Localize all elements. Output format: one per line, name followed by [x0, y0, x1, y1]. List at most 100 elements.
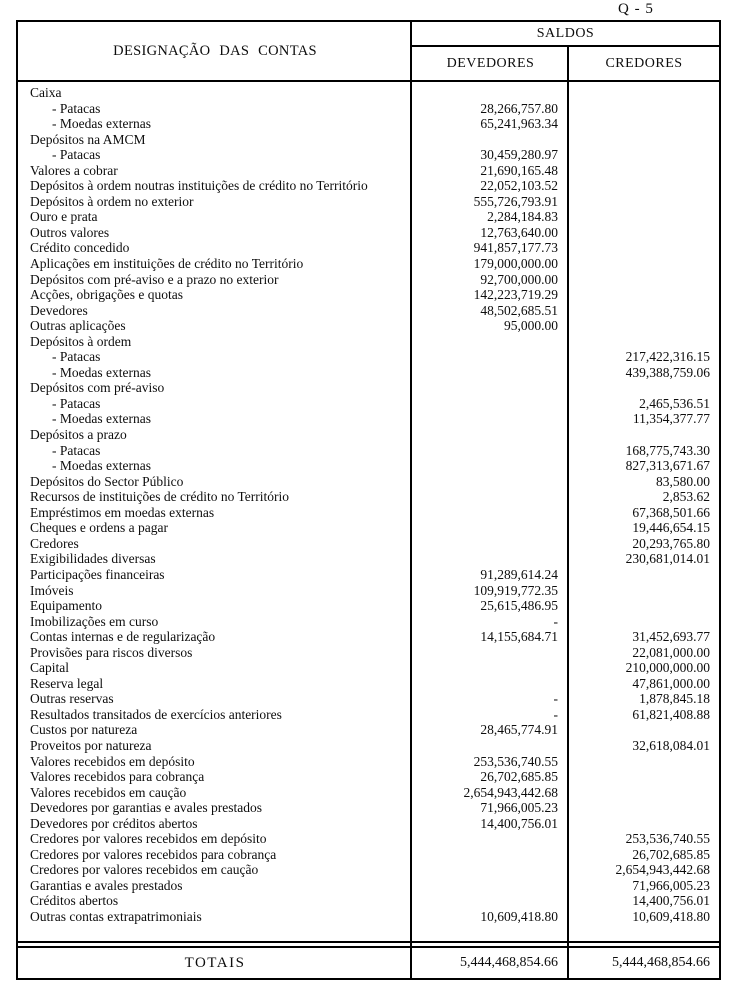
table-row: Credores por valores recebidos para cobr…	[18, 847, 719, 863]
table-row: Depósitos com pré-aviso	[18, 380, 719, 396]
row-label: Depósitos na AMCM	[30, 131, 146, 147]
cell-credores	[569, 101, 719, 117]
cell-credores: 14,400,756.01	[632, 893, 710, 909]
row-label: Credores por valores recebidos em caução	[30, 862, 259, 878]
table-row: - Moedas externas 11,354,377.77	[18, 411, 719, 427]
cell-devedores: 92,700,000.00	[480, 271, 558, 287]
cell-credores: 210,000,000.00	[625, 660, 710, 676]
cell-devedores	[412, 349, 569, 365]
row-label: Credores por valores recebidos para cobr…	[30, 846, 277, 862]
cell-credores: 32,618,084.01	[632, 737, 710, 753]
cell-devedores	[412, 505, 569, 521]
row-label: Ouro e prata	[30, 209, 98, 225]
cell-devedores	[412, 334, 569, 350]
row-label: Depósitos a prazo	[30, 427, 127, 443]
cell-credores	[569, 427, 719, 443]
totals-credores: 5,444,468,854.66	[612, 954, 710, 970]
cell-devedores	[412, 645, 569, 661]
cell-devedores: 95,000.00	[504, 318, 558, 334]
cell-credores	[569, 132, 719, 148]
row-label: Cheques e ordens a pagar	[30, 520, 168, 536]
row-label: Depósitos à ordem	[30, 333, 132, 349]
table-row: Valores recebidos em depósito 253,536,74…	[18, 754, 719, 770]
row-label: - Moedas externas	[52, 411, 151, 427]
cell-credores	[569, 163, 719, 179]
cell-credores	[569, 194, 719, 210]
table-row: Credores por valores recebidos em caução…	[18, 862, 719, 878]
row-label: Equipamento	[30, 598, 102, 614]
cell-devedores	[412, 411, 569, 427]
row-label: Exigibilidades diversas	[30, 551, 156, 567]
cell-credores: 11,354,377.77	[632, 411, 710, 427]
header-sub-columns: DEVEDORES CREDORES	[412, 47, 719, 80]
row-label: Empréstimos em moedas externas	[30, 504, 215, 520]
row-label: Credores por valores recebidos em depósi…	[30, 831, 267, 847]
row-label: Depósitos do Sector Público	[30, 473, 184, 489]
cell-devedores	[412, 396, 569, 412]
row-label: - Patacas	[52, 395, 101, 411]
cell-credores	[569, 225, 719, 241]
table-row: Imóveis 109,919,772.35	[18, 583, 719, 599]
cell-devedores: 71,966,005.23	[480, 800, 558, 816]
table-row: Credores por valores recebidos em depósi…	[18, 831, 719, 847]
row-label: Valores a cobrar	[30, 162, 118, 178]
column-divider-designation	[410, 22, 412, 978]
cell-credores: 1,878,845.18	[639, 691, 710, 707]
table-row: Resultados transitados de exercícios ant…	[18, 707, 719, 723]
row-label: Garantias e avales prestados	[30, 877, 183, 893]
cell-credores	[569, 209, 719, 225]
cell-credores: 20,293,765.80	[632, 535, 710, 551]
row-label: Imobilizações em curso	[30, 613, 159, 629]
row-label: Devedores	[30, 302, 88, 318]
row-label: Acções, obrigações e quotas	[30, 287, 183, 303]
cell-devedores: -	[553, 613, 559, 629]
row-label: Devedores por garantias e avales prestad…	[30, 800, 263, 816]
cell-credores: 253,536,740.55	[625, 831, 710, 847]
cell-devedores: 555,726,793.91	[473, 193, 558, 209]
row-label: Caixa	[30, 85, 62, 100]
cell-credores: 83,580.00	[656, 473, 710, 489]
table-row: - Patacas 217,422,316.15	[18, 349, 719, 365]
cell-devedores: 179,000,000.00	[473, 256, 558, 272]
table-row: Outros valores 12,763,640.00	[18, 225, 719, 241]
cell-credores	[569, 178, 719, 194]
cell-devedores	[412, 443, 569, 459]
table-row: Depósitos do Sector Público 83,580.00	[18, 474, 719, 490]
table-header: DESIGNAÇÃO DAS CONTAS SALDOS DEVEDORES C…	[18, 22, 719, 82]
cell-devedores: -	[553, 706, 559, 722]
cell-credores: 230,681,014.01	[625, 551, 710, 567]
cell-devedores	[412, 365, 569, 381]
cell-devedores: 91,289,614.24	[480, 566, 558, 582]
table-row: Devedores 48,502,685.51	[18, 303, 719, 319]
row-label: Provisões para riscos diversos	[30, 644, 193, 660]
table-row: Custos por natureza 28,465,774.91	[18, 722, 719, 738]
cell-devedores	[412, 520, 569, 536]
table-row: - Moedas externas 65,241,963.34	[18, 116, 719, 132]
cell-devedores	[412, 676, 569, 692]
row-label: Devedores por créditos abertos	[30, 815, 198, 831]
table-row: Depósitos a prazo	[18, 427, 719, 443]
row-label: Resultados transitados de exercícios ant…	[30, 706, 282, 722]
row-label: Outras aplicações	[30, 318, 126, 334]
row-label: Outras reservas	[30, 691, 114, 707]
row-label: Custos por natureza	[30, 722, 138, 738]
table-row: Contas internas e de regularização 14,15…	[18, 629, 719, 645]
table-row: Exigibilidades diversas 230,681,014.01	[18, 551, 719, 567]
table-row: Depósitos à ordem no exterior 555,726,79…	[18, 194, 719, 210]
table-row: - Patacas 28,266,757.80	[18, 101, 719, 117]
row-label: Depósitos com pré-aviso e a prazo no ext…	[30, 271, 279, 287]
cell-devedores	[412, 551, 569, 567]
cell-credores	[569, 722, 719, 738]
row-label: Depósitos com pré-aviso	[30, 380, 165, 396]
table-row: - Moedas externas 439,388,759.06	[18, 365, 719, 381]
cell-devedores: 10,609,418.80	[480, 908, 558, 924]
cell-devedores	[412, 427, 569, 443]
table-row: Devedores por créditos abertos 14,400,75…	[18, 816, 719, 832]
column-header-saldos: SALDOS	[412, 22, 719, 47]
row-label: Valores recebidos em caução	[30, 784, 187, 800]
table-row: Outras reservas - 1,878,845.18	[18, 691, 719, 707]
cell-devedores: 48,502,685.51	[480, 302, 558, 318]
cell-credores	[569, 334, 719, 350]
totals-devedores: 5,444,468,854.66	[460, 954, 558, 970]
